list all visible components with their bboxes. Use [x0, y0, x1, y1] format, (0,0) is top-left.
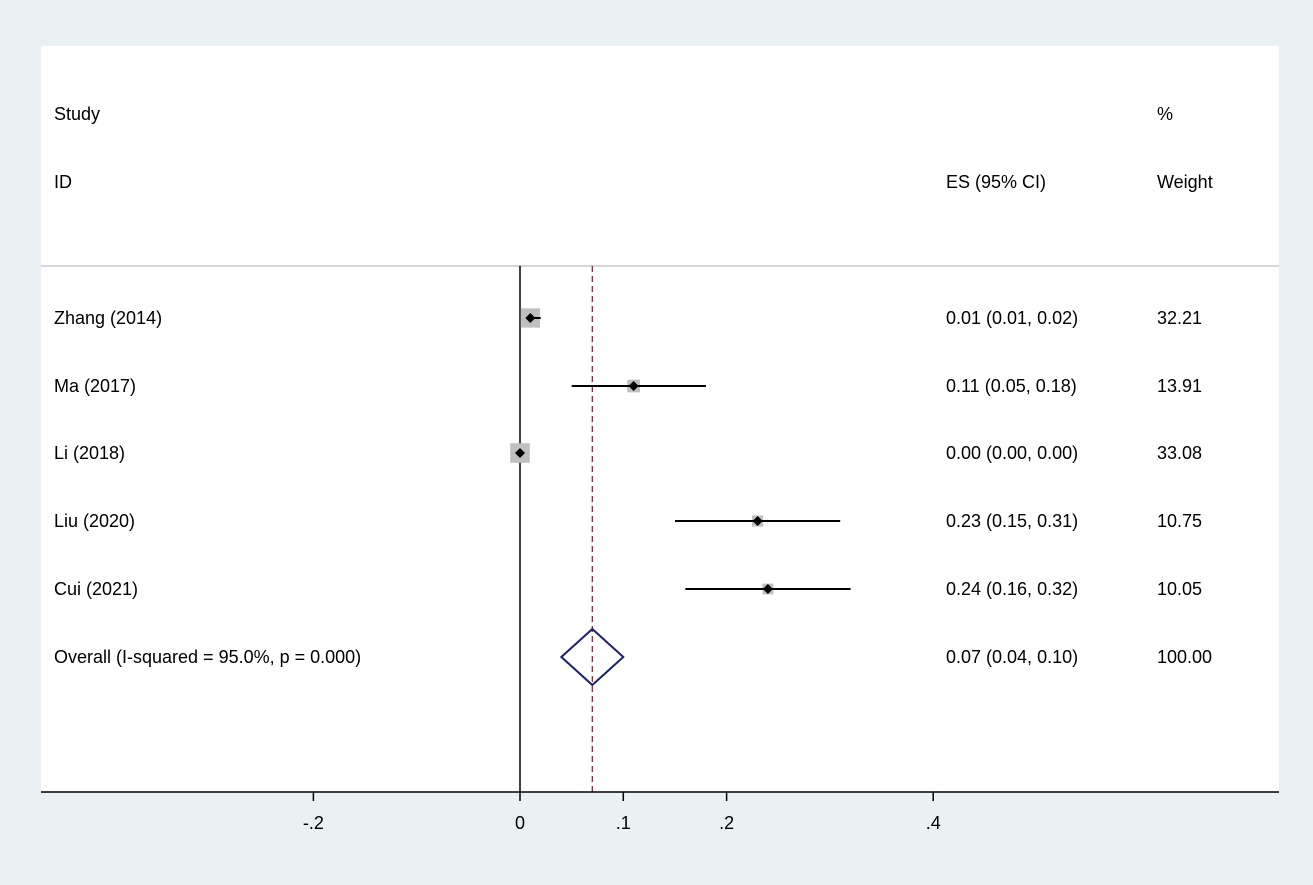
study-label: Liu (2020): [54, 511, 135, 531]
overall-diamond: [559, 627, 625, 687]
weight-value: 10.05: [1157, 579, 1202, 599]
weight-value: 10.75: [1157, 511, 1202, 531]
study-label: Zhang (2014): [54, 308, 162, 328]
es-ci-value: 0.23 (0.15, 0.31): [946, 511, 1078, 531]
x-tick-label: -.2: [303, 813, 324, 833]
point-estimate: [515, 448, 525, 458]
study-label: Ma (2017): [54, 376, 136, 396]
overall-es-ci-value: 0.07 (0.04, 0.10): [946, 647, 1078, 667]
overall-weight-value: 100.00: [1157, 647, 1212, 667]
study-label: Cui (2021): [54, 579, 138, 599]
x-tick-label: .2: [719, 813, 734, 833]
point-estimate: [628, 381, 639, 391]
es-ci-value: 0.11 (0.05, 0.18): [946, 376, 1077, 396]
header-percent: %: [1157, 104, 1173, 124]
row-labels: Zhang (2014) 0.01 (0.01, 0.02) 32.21 Ma (20…: [54, 308, 1212, 667]
x-tick-label: 0: [515, 813, 525, 833]
x-axis: -.2 0 .1 .2 .4: [41, 791, 1279, 833]
weight-value: 32.21: [1157, 308, 1202, 328]
header-id: ID: [54, 172, 72, 192]
weight-value: 13.91: [1157, 376, 1202, 396]
header-study: Study: [54, 104, 100, 124]
point-estimate: [762, 584, 773, 594]
header-es: ES (95% CI): [946, 172, 1046, 192]
plot-marks: [510, 266, 851, 792]
weight-value: 33.08: [1157, 443, 1202, 463]
x-tick-label: .4: [926, 813, 941, 833]
es-ci-value: 0.01 (0.01, 0.02): [946, 308, 1078, 328]
plot-area: [41, 46, 1279, 792]
study-label: Li (2018): [54, 443, 125, 463]
point-estimate: [525, 313, 536, 323]
x-tick-label: .1: [616, 813, 631, 833]
header-weight: Weight: [1157, 172, 1213, 192]
es-ci-value: 0.24 (0.16, 0.32): [946, 579, 1078, 599]
point-estimate: [752, 516, 763, 526]
es-ci-value: 0.00 (0.00, 0.00): [946, 443, 1078, 463]
overall-label: Overall (I-squared = 95.0%, p = 0.000): [54, 647, 361, 667]
